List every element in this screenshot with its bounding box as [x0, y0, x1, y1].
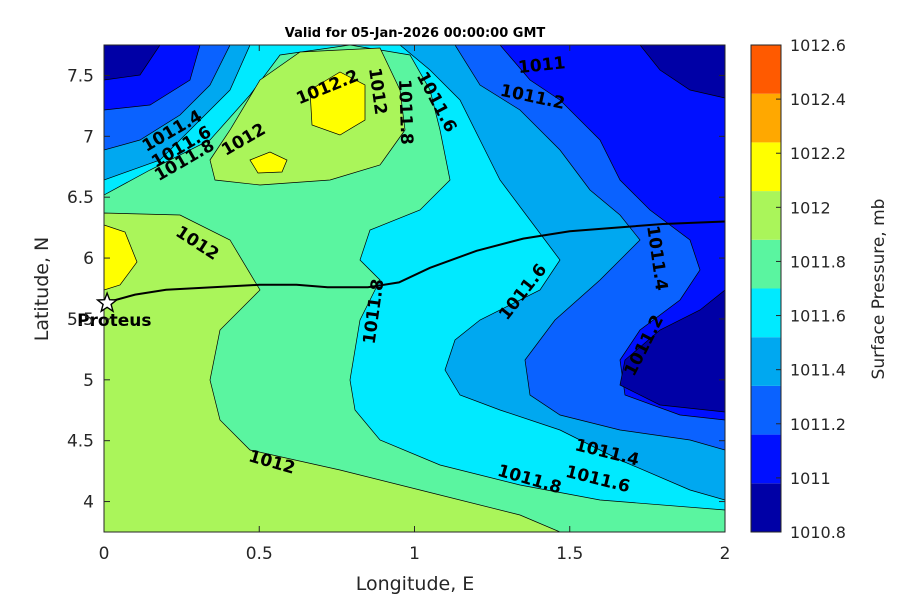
band-1012-0: [104, 212, 561, 532]
y-axis-ticks: 4 4.5 5 5.5 6 6.5 7 7.5: [67, 66, 725, 513]
chart-title: Valid for 05-Jan-2026 00:00:00 GMT: [285, 26, 546, 41]
colorbar: 1010.8 1011 1011.2 1011.4 1011.6 1011.8 1012 10…: [750, 36, 846, 542]
x-tick-label: 1.5: [556, 544, 583, 564]
y-tick-label: 4.5: [67, 432, 94, 452]
colorbar-tick-label: 1011.4: [790, 361, 846, 380]
x-axis-label: Longitude, E: [356, 573, 475, 595]
colorbar-frame: [750, 44, 782, 533]
colorbar-tick-label: 1011.8: [790, 252, 846, 271]
x-tick-label: 2: [720, 544, 731, 564]
colorbar-tick-label: 1011.2: [790, 415, 846, 434]
x-tick-label: 0.5: [246, 544, 273, 564]
colorbar-segment: [751, 239, 781, 289]
colorbar-tick-label: 1012.4: [790, 90, 846, 109]
band-1010-8-ne: [639, 45, 725, 99]
colorbar-tick-label: 1010.8: [790, 523, 846, 542]
y-tick-label: 6.5: [67, 188, 94, 208]
y-tick-label: 7.5: [67, 66, 94, 86]
marker-label: Proteus: [77, 311, 151, 331]
y-axis-label: Latitude, N: [31, 237, 53, 342]
x-tick-label: 0: [99, 544, 110, 564]
colorbar-segment: [751, 142, 781, 192]
y-tick-label: 7: [83, 127, 94, 147]
band-1012-2-west: [104, 224, 138, 291]
colorbar-segment: [751, 483, 781, 532]
colorbar-label: Surface Pressure, mb: [869, 199, 889, 380]
band-1012-2-mid: [249, 151, 288, 174]
colorbar-segment: [751, 385, 781, 435]
colorbar-segment: [751, 288, 781, 338]
colorbar-tick-label: 1011.6: [790, 307, 846, 326]
colorbar-segment: [751, 93, 781, 143]
colorbar-segment: [751, 337, 781, 386]
colorbar-tick-label: 1011: [790, 469, 831, 488]
y-tick-label: 5: [83, 371, 94, 391]
colorbar-segment: [751, 434, 781, 484]
colorbar-tick-label: 1012.2: [790, 144, 846, 163]
star-icon: [95, 291, 119, 313]
contour-label: 1011: [517, 53, 566, 78]
contour-label: 1011.8: [394, 79, 416, 145]
colorbar-tick-label: 1012.6: [790, 36, 846, 55]
y-tick-label: 6: [83, 249, 94, 269]
y-tick-label: 5.5: [67, 310, 94, 330]
colorbar-tick-label: 1012: [790, 198, 831, 217]
x-axis-ticks: 0 0.5 1 1.5 2: [99, 45, 731, 564]
x-tick-label: 1: [409, 544, 420, 564]
band-nw-1010-8: [104, 45, 161, 81]
y-tick-label: 4: [83, 493, 94, 513]
location-marker: Proteus: [77, 291, 152, 331]
colorbar-segment: [751, 45, 781, 94]
colorbar-segment: [751, 191, 781, 240]
coastline-line: [104, 220, 725, 305]
band-1010-8-se: [619, 289, 725, 413]
band-1012-2-north: [309, 71, 366, 136]
